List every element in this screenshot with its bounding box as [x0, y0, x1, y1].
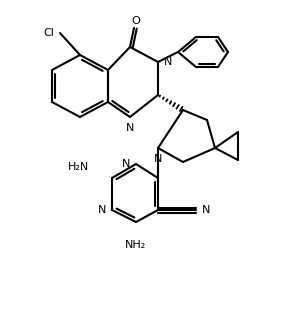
Text: N: N — [122, 159, 130, 169]
Text: N: N — [202, 205, 210, 215]
Text: Cl: Cl — [43, 28, 54, 38]
Text: N: N — [154, 154, 162, 164]
Text: H₂N: H₂N — [68, 162, 89, 172]
Text: N: N — [98, 205, 106, 215]
Text: NH₂: NH₂ — [125, 240, 147, 250]
Text: N: N — [164, 57, 172, 67]
Text: N: N — [126, 123, 134, 133]
Text: O: O — [132, 16, 140, 26]
